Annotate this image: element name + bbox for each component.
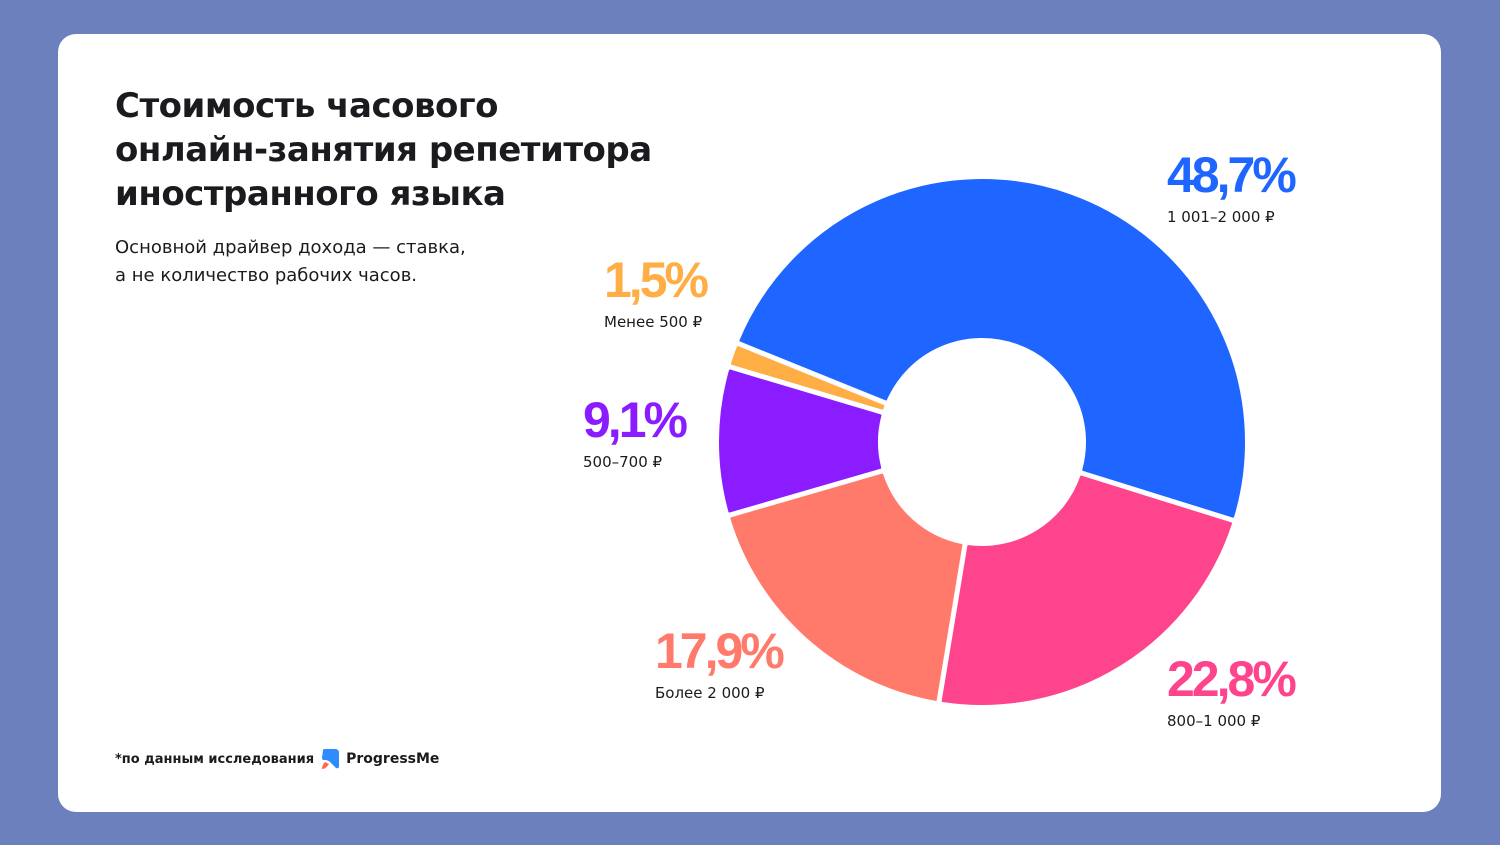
subtitle-line: Основной драйвер дохода — ставка, — [115, 237, 466, 258]
donut-slice — [730, 473, 963, 701]
donut-slice — [941, 475, 1233, 705]
brand-name: ProgressMe — [346, 751, 440, 767]
slice-category-label: 1 001–2 000 ₽ — [1167, 208, 1275, 226]
title-line: онлайн-занятия репетитора — [115, 130, 652, 170]
slice-value-label: 1,5% — [604, 252, 709, 308]
slice-labels: 48,7% 1 001–2 000 ₽ 22,8% 800–1 000 ₽ 17,9% Б… — [583, 147, 1299, 730]
slice-category-label: Менее 500 ₽ — [604, 313, 703, 331]
slice-value-label: 48,7% — [1167, 147, 1296, 203]
donut-slice — [739, 179, 1245, 518]
donut-slice — [730, 346, 885, 410]
slice-category-label: 800–1 000 ₽ — [1167, 712, 1261, 730]
donut-slice — [719, 369, 882, 513]
subtitle-line: а не количество рабочих часов. — [115, 265, 418, 286]
chart-subtitle: Основной драйвер дохода — ставка, а не к… — [115, 234, 535, 290]
source-text: *по данным исследования — [115, 751, 315, 767]
slice-category-label: 500–700 ₽ — [583, 453, 663, 471]
slice-value-label: 17,9% — [655, 623, 784, 679]
chart-title: Стоимость часового онлайн-занятия репети… — [115, 84, 715, 216]
progressme-logo-icon — [322, 749, 340, 769]
slice-value-label: 9,1% — [583, 392, 688, 448]
title-line: Стоимость часового — [115, 86, 498, 126]
slice-value-label: 22,8% — [1167, 651, 1296, 707]
title-line: иностранного языка — [115, 174, 506, 214]
slice-category-label: Более 2 000 ₽ — [655, 684, 765, 702]
source-footer: *по данным исследования ProgressMe — [115, 748, 439, 770]
donut-slices — [719, 179, 1245, 705]
